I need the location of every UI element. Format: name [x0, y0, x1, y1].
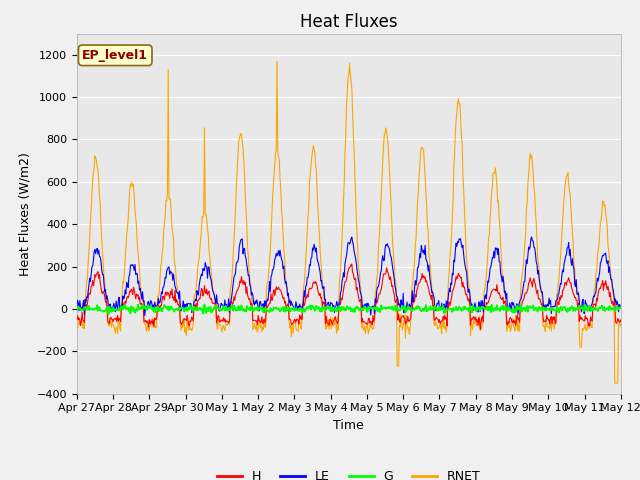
- G: [105, 312, 113, 317]
- LE: [248, 290, 256, 296]
- H: [248, 300, 255, 306]
- LE: [141, 304, 149, 310]
- Title: Heat Fluxes: Heat Fluxes: [300, 12, 397, 31]
- LE: [277, 252, 285, 258]
- RNET: [428, 276, 435, 281]
- Line: RNET: RNET: [77, 61, 640, 383]
- LE: [141, 312, 148, 318]
- H: [73, 316, 81, 322]
- LE: [528, 234, 536, 240]
- LE: [460, 251, 467, 257]
- Y-axis label: Heat Fluxes (W/m2): Heat Fluxes (W/m2): [18, 152, 31, 276]
- LE: [299, 302, 307, 308]
- Line: H: H: [77, 264, 640, 330]
- G: [300, 306, 307, 312]
- Line: LE: LE: [77, 237, 640, 315]
- H: [276, 287, 284, 293]
- RNET: [73, 324, 81, 330]
- G: [73, 307, 81, 312]
- Legend: H, LE, G, RNET: H, LE, G, RNET: [212, 465, 486, 480]
- RNET: [611, 380, 619, 386]
- RNET: [277, 187, 285, 192]
- RNET: [299, 295, 307, 300]
- H: [476, 327, 484, 333]
- RNET: [248, 290, 255, 296]
- Text: EP_level1: EP_level1: [82, 49, 148, 62]
- H: [348, 261, 356, 267]
- G: [278, 307, 285, 312]
- H: [298, 316, 306, 322]
- LE: [428, 285, 435, 290]
- RNET: [141, 321, 148, 327]
- G: [461, 306, 468, 312]
- X-axis label: Time: Time: [333, 419, 364, 432]
- H: [460, 284, 467, 290]
- Line: G: G: [77, 305, 640, 314]
- LE: [73, 305, 81, 311]
- RNET: [273, 58, 281, 64]
- G: [141, 306, 149, 312]
- G: [428, 307, 436, 313]
- H: [428, 297, 435, 302]
- H: [141, 318, 148, 324]
- RNET: [460, 187, 467, 193]
- G: [201, 302, 209, 308]
- G: [249, 308, 257, 313]
